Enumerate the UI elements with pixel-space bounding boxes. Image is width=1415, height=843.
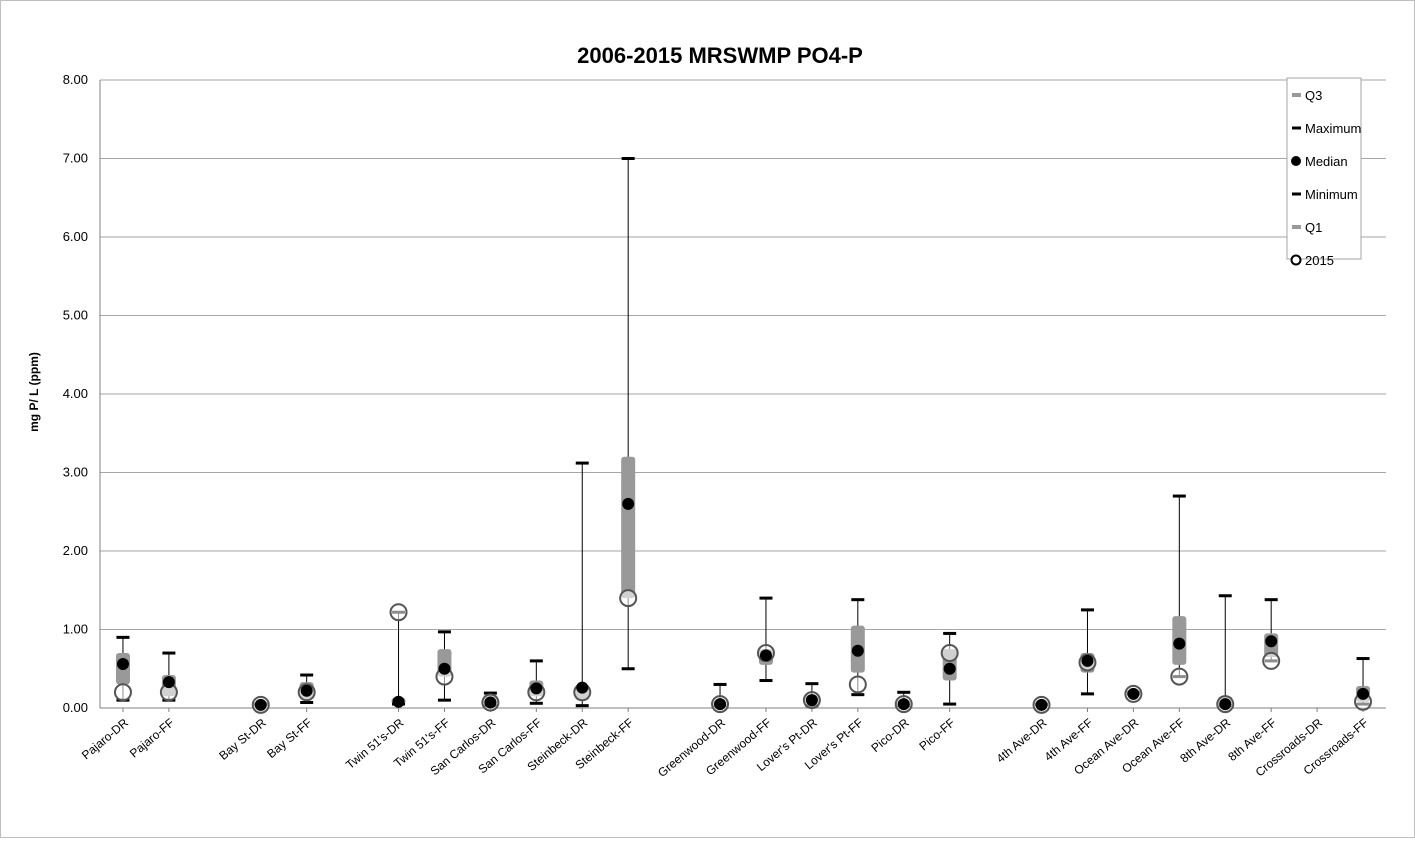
median-dot bbox=[851, 644, 864, 657]
median-dot bbox=[1035, 698, 1048, 711]
y-tick-label: 7.00 bbox=[63, 151, 88, 166]
max-cap bbox=[943, 631, 957, 635]
median-dot bbox=[392, 695, 405, 708]
min-cap bbox=[851, 693, 865, 697]
legend-symbol bbox=[1292, 192, 1301, 196]
median-dot bbox=[1127, 687, 1140, 700]
chart-title: 2006-2015 MRSWMP PO4-P bbox=[577, 43, 863, 68]
iqr-box bbox=[621, 456, 636, 599]
legend-label: Q1 bbox=[1305, 220, 1322, 235]
plot-marks bbox=[113, 157, 1373, 714]
median-dot bbox=[1173, 637, 1186, 650]
median-dot bbox=[622, 497, 635, 510]
legend-symbol bbox=[1292, 93, 1301, 97]
legend-symbol bbox=[1290, 254, 1302, 266]
median-dot bbox=[943, 662, 956, 675]
median-dot bbox=[162, 676, 175, 689]
y-tick-label: 6.00 bbox=[63, 229, 88, 244]
max-cap bbox=[1264, 598, 1278, 602]
median-dot bbox=[1219, 698, 1232, 711]
marker-2015 bbox=[113, 683, 132, 702]
median-dot bbox=[254, 698, 267, 711]
legend: Q3 Maximum Median Minimum Q1 2015 bbox=[1286, 77, 1362, 268]
max-cap bbox=[437, 630, 451, 634]
min-cap bbox=[300, 701, 314, 705]
median-dot bbox=[897, 698, 910, 711]
y-tick-label: 4.00 bbox=[63, 386, 88, 401]
max-cap bbox=[621, 157, 635, 160]
median-dot bbox=[484, 696, 497, 709]
min-cap bbox=[529, 701, 543, 705]
median-dot bbox=[300, 684, 313, 697]
median-dot bbox=[116, 658, 129, 671]
max-cap bbox=[162, 651, 176, 655]
legend-label: Maximum bbox=[1305, 121, 1361, 136]
max-cap bbox=[1356, 657, 1370, 661]
marker-2015 bbox=[848, 675, 867, 694]
max-cap bbox=[116, 635, 130, 639]
max-cap bbox=[575, 461, 589, 465]
median-dot bbox=[530, 682, 543, 695]
min-cap bbox=[575, 704, 589, 708]
median-dot bbox=[576, 681, 589, 694]
y-tick-label: 3.00 bbox=[63, 465, 88, 480]
median-dot bbox=[438, 662, 451, 675]
marker-2015 bbox=[619, 589, 638, 608]
marker-2015 bbox=[1262, 651, 1281, 670]
min-cap bbox=[437, 698, 451, 702]
max-cap bbox=[897, 690, 911, 694]
marker-2015 bbox=[1170, 667, 1189, 686]
legend-label: Q3 bbox=[1305, 88, 1322, 103]
grid-lines bbox=[99, 79, 1386, 712]
median-dot bbox=[805, 694, 818, 707]
y-tick-label: 2.00 bbox=[63, 543, 88, 558]
y-tick-label: 1.00 bbox=[63, 622, 88, 637]
max-cap bbox=[529, 659, 543, 663]
median-dot bbox=[714, 698, 727, 711]
max-cap bbox=[483, 691, 497, 695]
y-tick-labels: 0.00 1.00 2.00 3.00 4.00 5.00 6.00 7.00 8.00 bbox=[63, 72, 88, 715]
marker-2015 bbox=[389, 603, 408, 622]
median-dot bbox=[1357, 687, 1370, 700]
min-cap bbox=[1080, 692, 1094, 696]
legend-label: Minimum bbox=[1305, 187, 1358, 202]
legend-symbol bbox=[1292, 126, 1301, 130]
min-cap bbox=[943, 702, 957, 706]
legend-symbol bbox=[1292, 225, 1301, 229]
y-tick-label: 0.00 bbox=[63, 700, 88, 715]
max-cap bbox=[713, 682, 727, 686]
median-dot bbox=[1081, 654, 1094, 667]
max-cap bbox=[1080, 608, 1094, 612]
max-cap bbox=[805, 682, 819, 686]
median-dot bbox=[759, 649, 772, 662]
max-cap bbox=[759, 596, 773, 600]
max-cap bbox=[1218, 594, 1232, 598]
y-tick-label: 8.00 bbox=[63, 72, 88, 87]
median-dot bbox=[1265, 635, 1278, 648]
y-tick-label: 5.00 bbox=[63, 308, 88, 323]
y-axis-label: mg P/ L (ppm) bbox=[27, 352, 41, 432]
max-cap bbox=[1172, 494, 1186, 498]
legend-label: Median bbox=[1305, 154, 1348, 169]
max-cap bbox=[851, 598, 865, 602]
max-cap bbox=[300, 673, 314, 677]
legend-symbol bbox=[1291, 156, 1301, 166]
min-cap bbox=[621, 667, 635, 671]
legend-label: 2015 bbox=[1305, 253, 1334, 268]
min-cap bbox=[759, 679, 773, 683]
marker-2015 bbox=[940, 644, 959, 663]
